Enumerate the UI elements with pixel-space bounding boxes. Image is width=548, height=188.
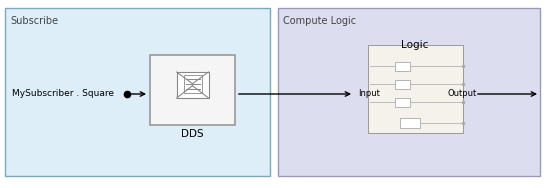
Bar (184, 75, 202, 93)
Text: Subscribe: Subscribe (10, 16, 58, 26)
Text: Input: Input (358, 89, 380, 99)
Text: Output: Output (448, 89, 477, 99)
Bar (395, 80, 410, 89)
Bar (278, 8, 540, 176)
Bar (395, 98, 410, 107)
Text: Logic: Logic (401, 40, 429, 50)
Text: Compute Logic: Compute Logic (283, 16, 356, 26)
Text: MySubscriber . Square: MySubscriber . Square (12, 89, 114, 99)
Bar (5, 8, 270, 176)
Bar (368, 45, 463, 133)
Bar (150, 55, 235, 125)
Bar (176, 72, 208, 98)
Bar (400, 118, 420, 128)
Bar (395, 62, 410, 71)
Text: DDS: DDS (181, 129, 203, 139)
